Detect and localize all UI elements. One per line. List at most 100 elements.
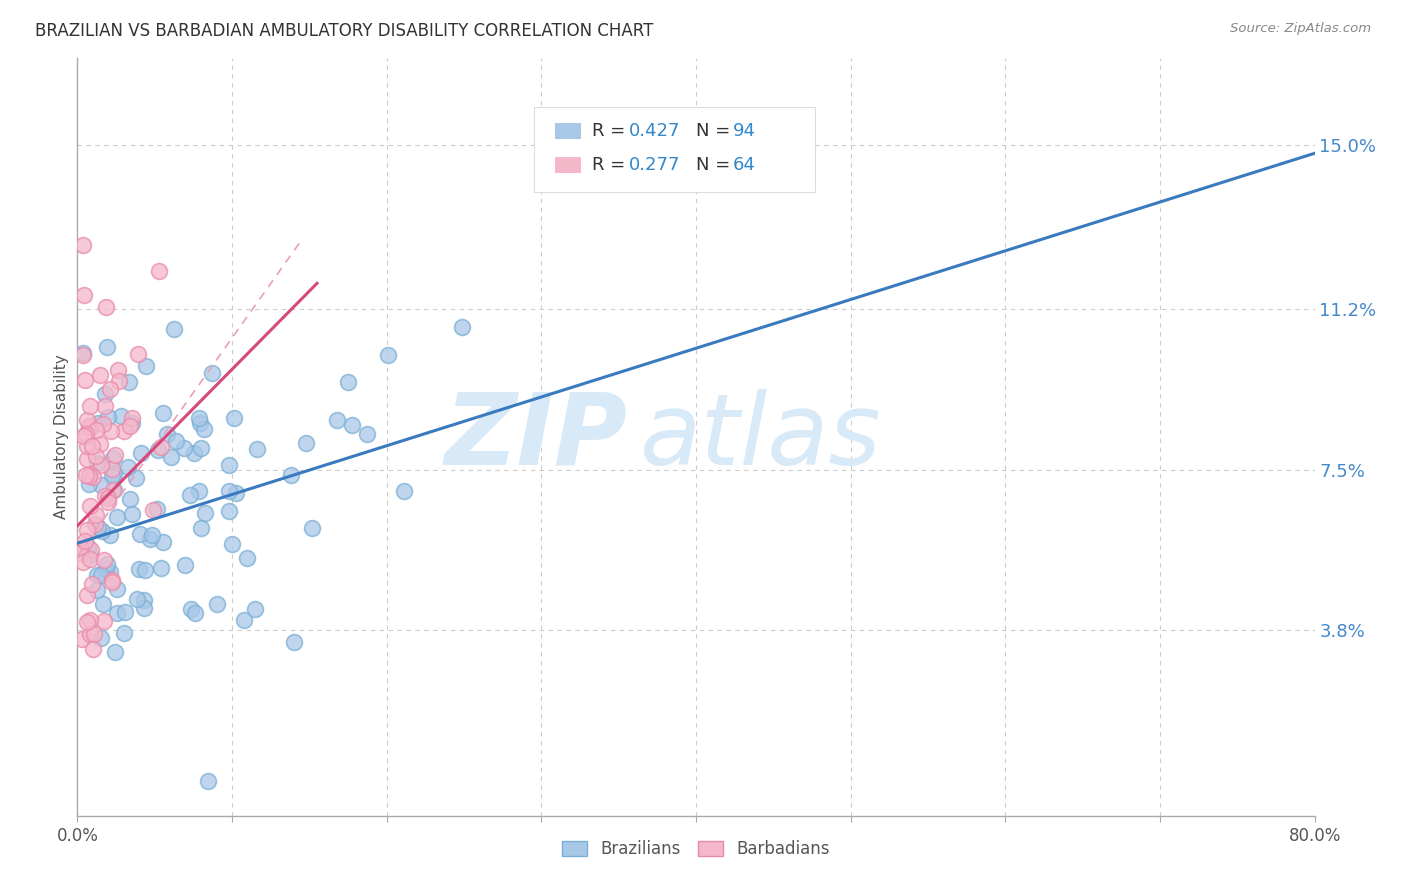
Point — [94, 386, 117, 401]
Point — [121, 508, 143, 522]
Point — [152, 535, 174, 549]
Point — [243, 602, 266, 616]
Point — [86, 456, 108, 470]
Point — [246, 442, 269, 457]
Point — [187, 484, 209, 499]
Point — [79, 477, 101, 491]
Point — [105, 606, 128, 620]
Point — [184, 606, 207, 620]
Point — [340, 417, 363, 432]
Point — [233, 613, 256, 627]
Point — [96, 340, 118, 354]
Point — [118, 375, 141, 389]
Text: R =: R = — [592, 122, 631, 140]
Point — [90, 631, 112, 645]
Text: 94: 94 — [733, 122, 755, 140]
Point — [236, 551, 259, 566]
Point — [87, 519, 110, 533]
Point — [197, 773, 219, 788]
Point — [77, 418, 100, 433]
Text: 0.277: 0.277 — [628, 156, 681, 174]
Point — [100, 424, 122, 438]
Text: N =: N = — [696, 122, 735, 140]
Point — [218, 484, 240, 499]
Point — [142, 503, 165, 517]
Point — [91, 417, 114, 432]
Text: BRAZILIAN VS BARBADIAN AMBULATORY DISABILITY CORRELATION CHART: BRAZILIAN VS BARBADIAN AMBULATORY DISABI… — [35, 22, 654, 40]
Point — [72, 238, 94, 252]
Point — [79, 420, 101, 434]
Point — [91, 597, 114, 611]
Point — [79, 613, 101, 627]
Point — [225, 486, 247, 500]
Point — [377, 348, 399, 362]
Point — [83, 627, 105, 641]
Point — [392, 483, 415, 498]
Point — [218, 458, 240, 472]
Point — [150, 561, 173, 575]
Point — [127, 591, 149, 606]
Point — [79, 399, 101, 413]
Point — [93, 553, 115, 567]
Point — [103, 467, 125, 481]
Point — [79, 499, 101, 513]
Point — [96, 300, 118, 314]
Point — [86, 567, 108, 582]
Point — [79, 552, 101, 566]
Point — [98, 382, 121, 396]
Point — [110, 409, 132, 423]
Point — [149, 440, 172, 454]
Point — [103, 448, 125, 462]
Point — [79, 548, 101, 562]
Point — [283, 635, 305, 649]
Point — [132, 592, 155, 607]
Point — [337, 375, 360, 389]
Point — [76, 523, 98, 537]
Point — [70, 632, 93, 647]
Legend: Brazilians, Barbadians: Brazilians, Barbadians — [555, 833, 837, 864]
Point — [90, 477, 112, 491]
Point — [148, 264, 170, 278]
Point — [94, 399, 117, 413]
Point — [280, 468, 302, 483]
Point — [127, 347, 149, 361]
Point — [205, 597, 228, 611]
Point — [69, 546, 91, 560]
Point — [76, 615, 98, 630]
Point — [193, 422, 215, 436]
Point — [82, 439, 104, 453]
Point — [76, 588, 98, 602]
Point — [75, 467, 97, 482]
Point — [129, 446, 152, 460]
Point — [80, 576, 103, 591]
Point — [94, 562, 117, 576]
Point — [89, 368, 111, 382]
Point — [301, 521, 323, 535]
Point — [145, 502, 167, 516]
Point — [450, 319, 472, 334]
Point — [121, 416, 143, 430]
Point — [101, 461, 124, 475]
Point — [97, 491, 120, 505]
Point — [356, 426, 378, 441]
Point — [201, 367, 224, 381]
Point — [98, 527, 121, 541]
Point — [97, 495, 120, 509]
Point — [174, 558, 197, 573]
Point — [295, 435, 318, 450]
Point — [79, 469, 101, 483]
Point — [96, 557, 118, 571]
Point — [101, 483, 124, 497]
Point — [90, 524, 112, 538]
Point — [84, 423, 107, 437]
Point — [90, 458, 112, 473]
Point — [98, 565, 121, 579]
Point — [86, 449, 108, 463]
Point — [82, 469, 104, 483]
Point — [179, 488, 201, 502]
Point — [100, 573, 122, 587]
Point — [188, 416, 211, 430]
Point — [103, 451, 125, 466]
Text: R =: R = — [592, 156, 631, 174]
Point — [134, 563, 156, 577]
